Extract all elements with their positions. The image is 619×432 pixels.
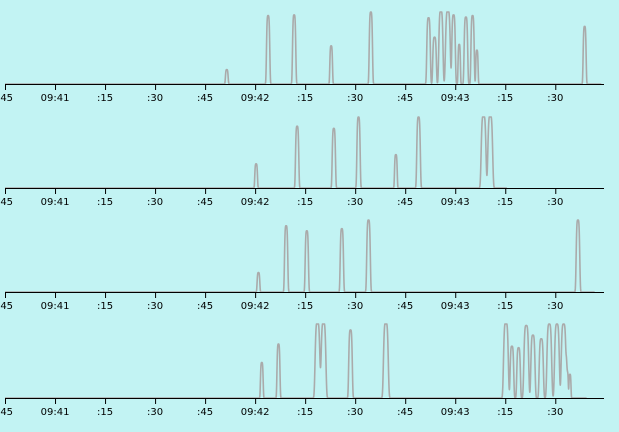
panel-3: :45 09:41 :15 :30 :45 09:42 :15 :30 :45 09:43 :15:… <box>0 219 604 312</box>
x-tick-label: :45 <box>397 93 413 104</box>
x-tick-label: :30 <box>147 301 163 312</box>
x-tick-label: :45 <box>0 301 13 312</box>
x-tick-label: :15 <box>497 93 513 104</box>
series-line <box>5 116 508 189</box>
x-tick-label: 09:41 <box>41 301 70 312</box>
x-tick-label: :45 <box>197 93 213 104</box>
x-tick-label: :15 <box>97 407 113 418</box>
x-tick-label: :15 <box>97 197 113 208</box>
x-tick-label: 09:43 <box>441 301 470 312</box>
x-tick-label: :45 <box>197 407 213 418</box>
x-tick-label: 09:41 <box>41 407 70 418</box>
x-tick-label: :15 <box>497 301 513 312</box>
x-tick-label: 09:43 <box>441 93 470 104</box>
x-tick-label: 09:43 <box>441 197 470 208</box>
panel-2: :45 09:41 :15 :30 :45 09:42 :15 :30 :45 09:43 :15:… <box>0 116 604 208</box>
x-tick-label: :45 <box>0 407 13 418</box>
x-tick-label: :30 <box>347 93 363 104</box>
x-tick-label: 09:42 <box>241 93 270 104</box>
x-tick-label: 09:41 <box>41 197 70 208</box>
x-tick-label: :45 <box>0 197 13 208</box>
x-tick-label: :30 <box>547 407 563 418</box>
x-tick-label: :30 <box>347 407 363 418</box>
x-tick-label: :30 <box>547 197 563 208</box>
x-tick-label: 09:43 <box>441 407 470 418</box>
series-line <box>5 219 596 293</box>
x-tick-label: :15 <box>297 407 313 418</box>
x-tick-label: :15 <box>297 93 313 104</box>
x-tick-label: :15 <box>497 407 513 418</box>
x-tick-label: :45 <box>0 93 13 104</box>
series-line <box>5 323 588 399</box>
x-tick-label: :15 <box>297 197 313 208</box>
x-tick-label: :30 <box>547 301 563 312</box>
x-tick-label: :45 <box>197 197 213 208</box>
panel-4: :45 09:41 :15 :30 :45 09:42 :15 :30 :45 09:43 :15:… <box>0 323 604 418</box>
x-tick-label: 09:41 <box>41 93 70 104</box>
x-tick-label: :45 <box>197 301 213 312</box>
panel-1: :45 09:41 :15 :30 :45 09:42 :15 :30 :45 09:43 :15:… <box>0 11 604 104</box>
x-tick-label: :30 <box>347 301 363 312</box>
x-tick-label: :15 <box>97 93 113 104</box>
series-line <box>5 11 602 85</box>
x-tick-label: :30 <box>147 93 163 104</box>
x-tick-label: :15 <box>297 301 313 312</box>
x-tick-label: :45 <box>397 301 413 312</box>
x-tick-label: :45 <box>397 197 413 208</box>
x-tick-label: :45 <box>397 407 413 418</box>
x-tick-label: :30 <box>147 197 163 208</box>
x-tick-label: 09:42 <box>241 301 270 312</box>
x-tick-label: 09:42 <box>241 407 270 418</box>
x-tick-label: :30 <box>547 93 563 104</box>
x-tick-label: :30 <box>147 407 163 418</box>
x-tick-label: :30 <box>347 197 363 208</box>
x-tick-label: :15 <box>497 197 513 208</box>
x-tick-label: 09:42 <box>241 197 270 208</box>
x-tick-label: :15 <box>97 301 113 312</box>
